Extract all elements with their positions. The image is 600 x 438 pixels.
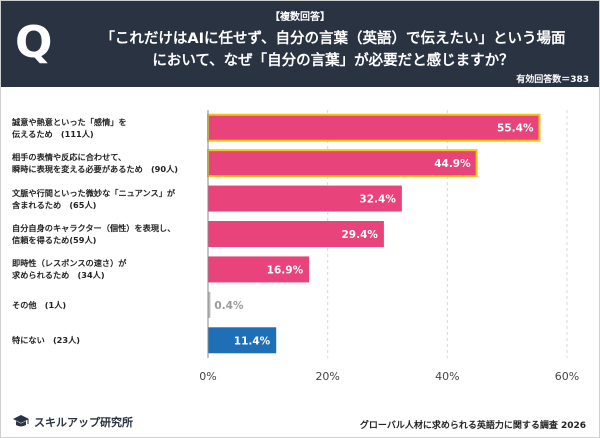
x-tick-label-20: 20% <box>315 370 339 383</box>
q-mark-icon: Q <box>15 17 53 68</box>
answer-type-tag: 【複数回答】 <box>270 12 330 23</box>
category-label-7: 特にない (23人) <box>12 335 81 346</box>
bar-value-label-2: 44.9% <box>434 158 471 170</box>
bar-value-label-4: 29.4% <box>341 229 378 241</box>
question-title-line-1: 「これだけはAIに任せず、自分の言葉（英語）で伝えたい」という場面 <box>100 31 566 47</box>
bar-value-label-3: 32.4% <box>359 194 396 206</box>
category-label-2: 相手の表情や反応に合わせて、 瞬時に表現を変える必要があるため (90人) <box>12 152 179 175</box>
x-tick-label-60: 60% <box>555 370 579 383</box>
brand-name: スキルアップ研究所 <box>34 416 133 429</box>
category-label-4: 自分自身のキャラクター（個性）を表現し、 信頼を得るため(59人) <box>12 223 176 245</box>
bar-7 <box>208 327 277 354</box>
x-tick-label-0: 0% <box>199 370 216 383</box>
bar-value-label-6: 0.4% <box>214 300 244 312</box>
category-label-6: その他 (1人) <box>12 299 67 310</box>
category-label-3: 文脈や行間といった微妙な「ニュアンス」が 含まれるため (65人) <box>12 187 176 210</box>
brand-logo: スキルアップ研究所 <box>12 414 133 430</box>
bar-value-label-5: 16.9% <box>267 264 304 276</box>
question-header: Q 【複数回答】 「これだけはAIに任せず、自分の言葉（英語）で伝えたい」という… <box>1 1 599 87</box>
graduation-cap-icon <box>13 415 29 427</box>
bar-4 <box>208 221 384 247</box>
survey-source: グローバル人材に求められる英語力に関する調査 2026 <box>359 421 586 431</box>
bar-5 <box>208 256 310 283</box>
bar-value-label-1: 55.4% <box>497 123 534 135</box>
category-label-1: 誠意や熱意といった「感情」を 伝えるため (111人) <box>12 116 127 139</box>
respondent-count: 有効回答数＝383 <box>516 75 589 85</box>
category-label-5: 即時性（レスポンスの速さ）が 求められるため (34人) <box>12 258 127 281</box>
bar-1 <box>207 113 541 142</box>
question-title-line-2: において、なぜ「自分の言葉」が必要だと感じますか？ <box>152 53 514 69</box>
x-tick-label-40: 40% <box>435 370 459 383</box>
bar-3 <box>208 185 402 212</box>
bar-value-label-7: 11.4% <box>234 335 271 347</box>
bar-6 <box>208 291 211 318</box>
